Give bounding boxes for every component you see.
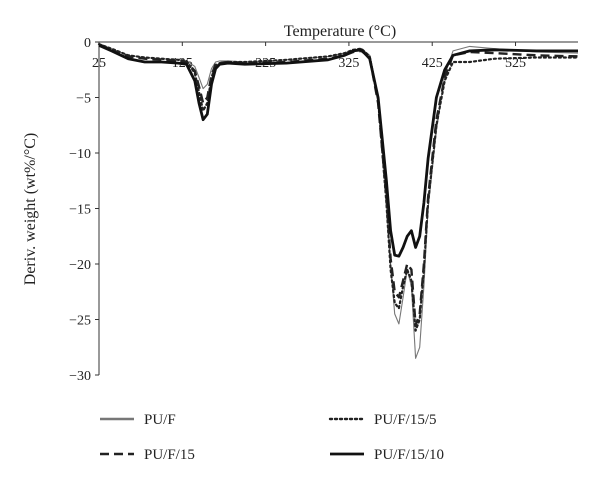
x-tick-label: 525: [505, 56, 526, 71]
series-line-3: [97, 43, 580, 332]
series-lines: [97, 43, 580, 359]
y-axis-title: Deriv. weight (wt%/°C): [22, 133, 39, 285]
x-tick-label: 325: [338, 56, 359, 71]
legend-item: PU/F: [100, 412, 176, 428]
legend-label: PU/F/15: [144, 447, 195, 463]
y-tick-label: −5: [76, 92, 91, 107]
x-axis-title: Temperature (°C): [284, 23, 396, 40]
x-tick-label: 25: [92, 56, 106, 71]
series-line-4: [98, 44, 578, 258]
y-tick-label: −10: [69, 147, 91, 162]
legend: PU/F PU/F/15/5 PU/F/15 PU/F/15/10: [100, 412, 444, 463]
x-tick-label: 425: [422, 56, 443, 71]
legend-label: PU/F/15/10: [374, 447, 444, 463]
series-line-2: [98, 43, 579, 327]
axes: [98, 41, 578, 375]
legend-item: PU/F/15: [100, 447, 195, 463]
legend-label: PU/F: [144, 412, 176, 428]
y-tick-label: −30: [69, 369, 91, 384]
y-tick-label: 0: [84, 36, 91, 51]
legend-item: PU/F/15/10: [330, 447, 444, 463]
legend-item: PU/F/15/5: [328, 412, 437, 428]
y-tick-label: −15: [69, 203, 91, 218]
series-line-1: [98, 43, 579, 359]
legend-label: PU/F/15/5: [374, 412, 437, 428]
y-tick-label: −25: [69, 314, 91, 329]
y-tick-label: −20: [69, 258, 91, 273]
